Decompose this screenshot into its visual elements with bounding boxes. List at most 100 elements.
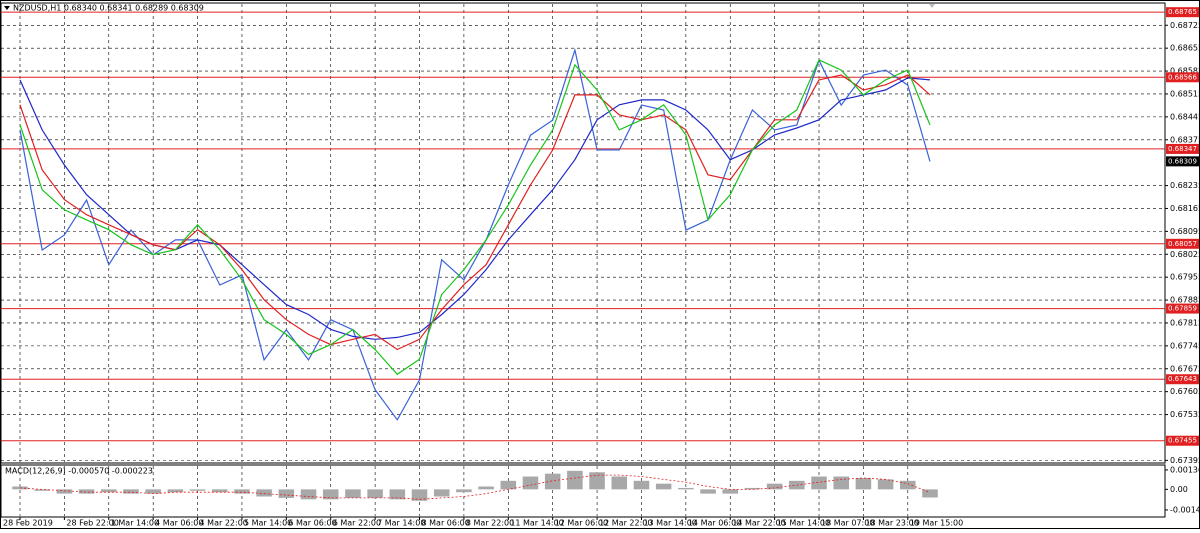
y-tick-label: 0.67395: [1170, 456, 1200, 465]
bar: [611, 476, 628, 490]
series-line: [19, 47, 931, 421]
bar: [567, 470, 583, 490]
bar: [700, 489, 716, 494]
y-tick-label: 0.67535: [1170, 410, 1200, 419]
bar: [278, 489, 295, 498]
bar: [722, 489, 739, 494]
y-tick-label: 0.67885: [1170, 296, 1200, 305]
series-line: [19, 74, 931, 351]
level-tag: [1166, 303, 1199, 314]
x-tick-label: 12 Mar 06:00: [555, 519, 608, 528]
bar: [211, 489, 228, 493]
menu-arrow: [4, 6, 10, 10]
bar: [544, 473, 561, 490]
series-line: [19, 59, 931, 376]
x-tick-label: 4 Mar 22:00: [200, 519, 248, 528]
y-tick-label: 0.67955: [1170, 273, 1200, 282]
y-tick-label: 0.68515: [1170, 89, 1200, 98]
macd-panel: [0, 464, 1166, 518]
bar: [123, 489, 139, 494]
level-label: 0.68566: [1168, 73, 1197, 81]
x-tick-label: 13 Mar 14:00: [643, 519, 696, 528]
level-label: 0.67643: [1168, 375, 1197, 383]
bar: [811, 476, 827, 490]
y-tick-label: 0.001363: [1170, 465, 1200, 474]
bar: [433, 489, 450, 497]
bar: [655, 483, 672, 490]
x-tick-label: 7 Mar 14:00: [377, 519, 425, 528]
y-tick-label: 0.67815: [1170, 318, 1200, 327]
price-tag: [1166, 156, 1199, 167]
bar: [500, 480, 517, 490]
bar: [411, 489, 428, 501]
chart-title: NZDUSD,H1 0.68340 0.68341 0.68289 0.6830…: [13, 4, 204, 13]
x-tick-label: 4 Mar 06:00: [155, 519, 203, 528]
level-tag: [1166, 7, 1199, 18]
macd-title: MACD(12,26,9) -0.000570 -0.000223: [5, 467, 153, 476]
bar: [367, 489, 383, 498]
bar: [766, 483, 783, 490]
y-tick-label: 0.67605: [1170, 387, 1200, 396]
level-tag: [1166, 374, 1199, 385]
y-tick-label: 0.68585: [1170, 67, 1200, 76]
x-tick-label: 18 Mar 07:00: [821, 519, 874, 528]
bar: [633, 480, 650, 490]
level-label: 0.68057: [1168, 240, 1197, 248]
x-tick-label: 8 Mar 22:00: [466, 519, 514, 528]
y-tick-label: -0.001445: [1170, 505, 1200, 514]
y-tick-label: 0.68165: [1170, 204, 1200, 213]
x-tick-label: 8 Mar 06:00: [422, 519, 470, 528]
x-tick-label: 5 Mar 14:00: [244, 519, 292, 528]
x-tick-label: 6 Mar 22:00: [333, 519, 381, 528]
y-tick-label: 0.67745: [1170, 341, 1200, 350]
bar: [589, 472, 605, 490]
y-tick-label: 0.68725: [1170, 21, 1200, 30]
x-tick-label: 14 Mar 22:00: [732, 519, 785, 528]
y-tick-label: 0.67675: [1170, 364, 1200, 373]
bar: [322, 489, 339, 500]
x-tick-label: 1 Mar 14:00: [111, 519, 159, 528]
y-tick-label: 0.68235: [1170, 181, 1200, 190]
y-tick-label: 0.68095: [1170, 227, 1200, 236]
level-label: 0.67455: [1168, 437, 1197, 445]
x-tick-label: 28 Feb 2019: [3, 519, 53, 528]
shift-marker: [929, 4, 935, 8]
bar: [744, 487, 761, 490]
bar: [300, 489, 317, 500]
y-tick-label: 0.68445: [1170, 112, 1200, 121]
bar: [56, 489, 73, 494]
bar: [34, 489, 50, 491]
x-tick-label: 14 Mar 06:00: [688, 519, 741, 528]
level-label: 0.68765: [1168, 8, 1197, 16]
y-tick-label: 0.68655: [1170, 44, 1200, 53]
x-tick-label: 15 Mar 14:00: [777, 519, 830, 528]
x-tick-label: 28 Feb 22:00: [66, 519, 118, 528]
bar: [256, 489, 272, 497]
level-label: 0.67859: [1168, 305, 1197, 313]
bar: [167, 489, 184, 493]
bar: [145, 489, 161, 494]
y-tick-label: 0.68025: [1170, 250, 1200, 259]
bar: [389, 489, 406, 500]
y-tick-label: 0.00: [1170, 485, 1188, 494]
level-label: 0.68347: [1168, 145, 1197, 153]
bar: [522, 476, 539, 490]
series-line: [19, 474, 931, 500]
bar: [877, 479, 894, 490]
bar: [234, 489, 250, 494]
level-tag: [1166, 238, 1199, 249]
bar: [478, 486, 494, 490]
bar: [189, 489, 206, 491]
x-tick-label: 12 Mar 22:00: [599, 519, 652, 528]
bar: [900, 480, 916, 490]
bar: [833, 476, 849, 490]
main-panel: [0, 2, 1166, 464]
x-tick-label: 19 Mar 15:00: [910, 519, 963, 528]
level-tag: [1166, 143, 1199, 154]
bar: [101, 489, 117, 493]
bar: [345, 489, 361, 498]
bar: [78, 489, 95, 494]
